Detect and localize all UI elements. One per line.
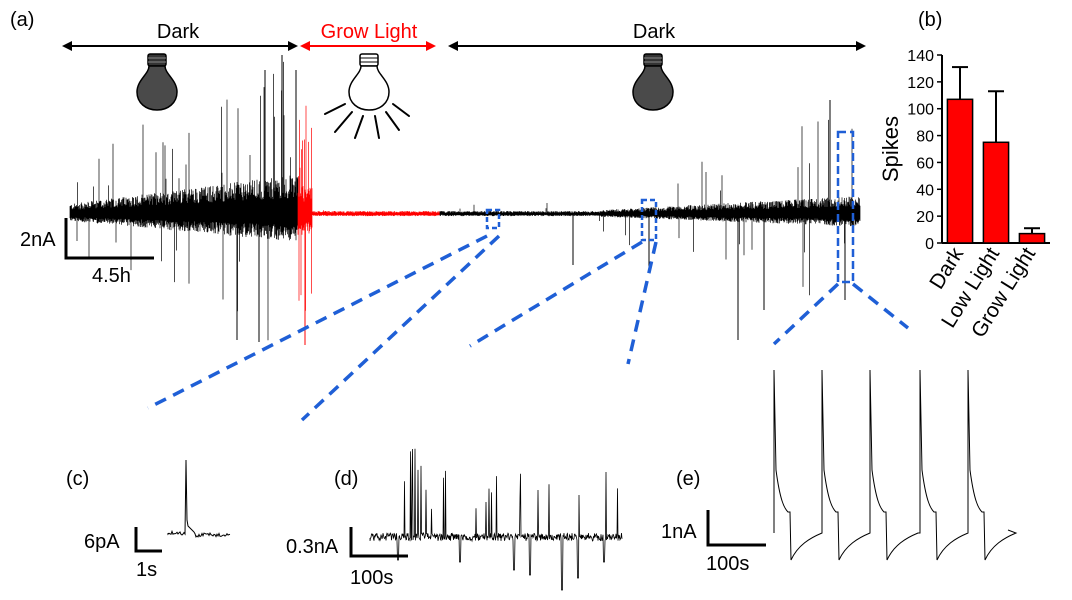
trace-dark-2a bbox=[439, 203, 601, 221]
panel-a-scale-x: 4.5h bbox=[92, 265, 131, 287]
panel-b-label: (b) bbox=[918, 9, 942, 31]
panel-e-label: (e) bbox=[676, 468, 700, 490]
panel-e-trace bbox=[773, 369, 1018, 561]
segment-2-label: Grow Light bbox=[321, 21, 418, 43]
trace-grow-light-burst bbox=[297, 105, 313, 311]
y-tick-label: 0 bbox=[925, 236, 934, 253]
y-tick-label: 80 bbox=[916, 129, 934, 146]
segment-3-label: Dark bbox=[633, 21, 676, 43]
trace-burst-d bbox=[369, 448, 623, 591]
panel-d-scale-x: 100s bbox=[350, 567, 393, 589]
panel-a-scale-y: 2nA bbox=[20, 229, 56, 251]
y-tick-label: 40 bbox=[916, 182, 934, 199]
panel-a-trace bbox=[69, 55, 861, 345]
y-axis-label: Spikes bbox=[878, 116, 903, 182]
y-tick-label: 140 bbox=[907, 48, 934, 65]
panel-a-scale-bar bbox=[64, 218, 154, 260]
bulb-dark-icon bbox=[136, 53, 178, 111]
bar bbox=[982, 141, 1010, 244]
panel-c-scale-y: 6pA bbox=[84, 531, 120, 553]
panel-c-scale-x: 1s bbox=[136, 559, 157, 581]
y-tick-label: 20 bbox=[916, 209, 934, 226]
trace-grow-light bbox=[311, 210, 441, 217]
panel-e-scale-y: 1nA bbox=[661, 521, 697, 543]
panel-c-label: (c) bbox=[66, 468, 89, 490]
trace-dark-1 bbox=[69, 61, 299, 341]
segment-1-label: Dark bbox=[157, 21, 200, 43]
panel-c-trace bbox=[167, 459, 231, 538]
bulb-dark-icon bbox=[632, 53, 674, 111]
y-tick-label: 120 bbox=[907, 75, 934, 92]
panel-d-label: (d) bbox=[334, 468, 358, 490]
panel-d-scale-bar bbox=[349, 527, 408, 558]
y-tick-label: 60 bbox=[916, 155, 934, 172]
zoom-indicators bbox=[147, 130, 910, 422]
panel-c-scale-bar bbox=[134, 527, 162, 553]
panel-e-scale-bar bbox=[706, 510, 766, 547]
panel-e-scale-x: 100s bbox=[706, 553, 749, 575]
bulb-lit-icon bbox=[324, 53, 410, 139]
y-tick-label: 100 bbox=[907, 102, 934, 119]
trace-dark-2b bbox=[599, 119, 861, 296]
panel-d-trace bbox=[369, 448, 623, 591]
panel-a-label: (a) bbox=[10, 9, 34, 31]
panel-d-scale-y: 0.3nA bbox=[286, 536, 339, 558]
trace-spike-c bbox=[167, 459, 231, 538]
bar bbox=[946, 98, 974, 244]
bar bbox=[1018, 232, 1046, 244]
period-arrows bbox=[62, 41, 866, 51]
trace-action-potentials-e bbox=[773, 369, 1018, 561]
